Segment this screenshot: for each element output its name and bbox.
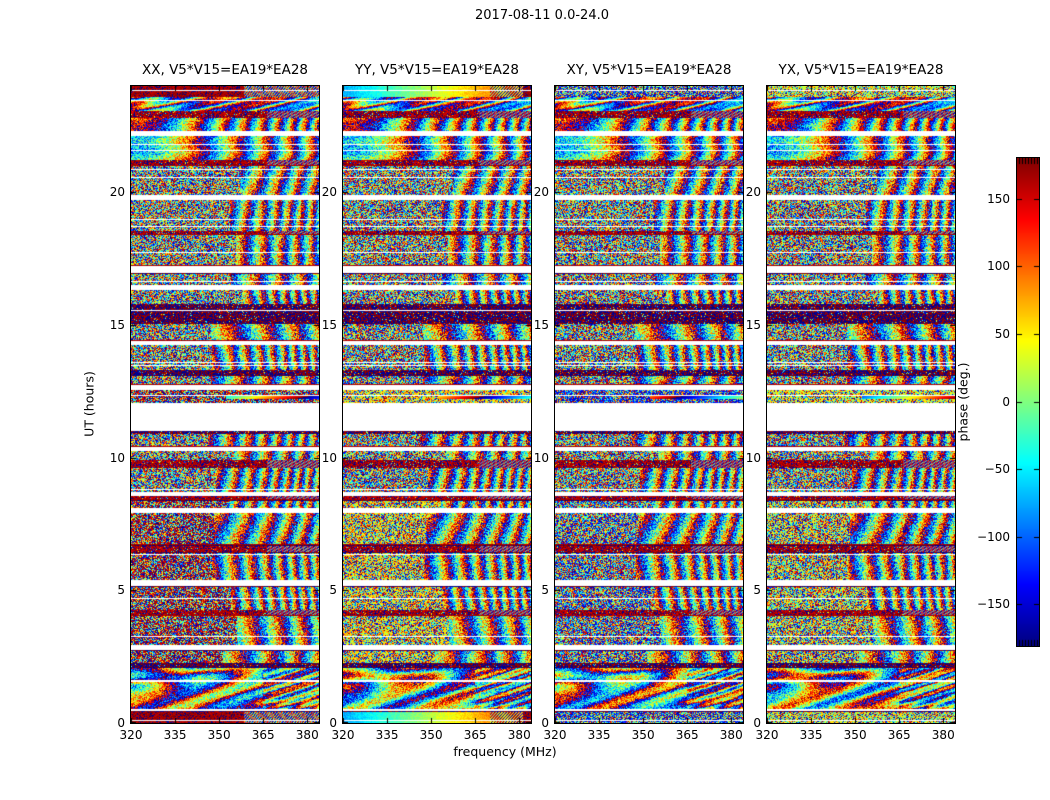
y-tick-label: 5 xyxy=(329,583,337,598)
y-tick-label: 5 xyxy=(117,583,125,598)
colorbar-tick-label: 100 xyxy=(987,259,1010,273)
panel-title-xx: XX, V5*V15=EA19*EA28 xyxy=(141,62,308,78)
x-tick-label: 335 xyxy=(799,728,823,742)
panel-title-xy: XY, V5*V15=EA19*EA28 xyxy=(566,62,732,78)
x-tick-label: 335 xyxy=(587,728,611,742)
x-tick-label: 380 xyxy=(507,728,531,742)
colorbar-tick-label: 50 xyxy=(994,327,1010,341)
colorbar-label: phase (deg.) xyxy=(955,362,971,442)
heatmap-panel-yx: YX, V5*V15=EA19*EA28 320 335 350 365 380 0 5 10… xyxy=(746,62,956,742)
figure-title: 2017-08-11 0.0-24.0 xyxy=(475,8,609,23)
x-axis-label: frequency (MHz) xyxy=(453,744,557,759)
x-tick-label: 365 xyxy=(675,728,699,742)
y-tick-label: 10 xyxy=(745,450,761,465)
y-tick-label: 20 xyxy=(745,185,761,200)
y-tick-label: 15 xyxy=(109,317,125,332)
y-tick-label: 10 xyxy=(533,450,549,465)
y-tick-label: 15 xyxy=(533,317,549,332)
y-tick-label: 5 xyxy=(541,583,549,598)
colorbar-tick-label: 150 xyxy=(987,192,1010,206)
x-tick-label: 350 xyxy=(207,728,231,742)
x-tick-label: 365 xyxy=(463,728,487,742)
x-tick-label: 380 xyxy=(719,728,743,742)
heatmap-panel-xx: XX, V5*V15=EA19*EA28 320 335 350 365 380 0 5 10… xyxy=(110,62,320,742)
y-tick-label: 0 xyxy=(753,716,761,730)
y-tick-label: 20 xyxy=(321,185,337,200)
y-tick-label: 0 xyxy=(117,716,125,730)
colorbar: 150 100 50 0 −50 −100 −150 xyxy=(977,157,1040,647)
heatmap-panel-xy: XY, V5*V15=EA19*EA28 320 335 350 365 380 0 5 10… xyxy=(534,62,744,742)
y-tick-label: 15 xyxy=(321,317,337,332)
panel-title-yx: YX, V5*V15=EA19*EA28 xyxy=(778,62,944,78)
x-tick-label: 320 xyxy=(755,728,779,742)
heatmap-panel-yy: YY, V5*V15=EA19*EA28 320 335 350 365 380 0 5 10… xyxy=(322,62,532,742)
x-tick-label: 350 xyxy=(631,728,655,742)
x-tick-label: 380 xyxy=(931,728,955,742)
colorbar-tick-label: 0 xyxy=(1002,395,1010,409)
y-tick-label: 10 xyxy=(109,450,125,465)
x-tick-label: 365 xyxy=(887,728,911,742)
x-tick-label: 320 xyxy=(543,728,567,742)
y-axis-label: UT (hours) xyxy=(81,371,97,437)
colorbar-gradient-canvas xyxy=(1017,158,1039,646)
xy-heatmap-canvas xyxy=(555,86,743,723)
x-tick-label: 350 xyxy=(843,728,867,742)
y-tick-label: 0 xyxy=(329,716,337,730)
x-tick-label: 335 xyxy=(163,728,187,742)
y-tick-label: 0 xyxy=(541,716,549,730)
x-tick-label: 380 xyxy=(295,728,319,742)
y-tick-label: 10 xyxy=(321,450,337,465)
colorbar-tick-label: −150 xyxy=(977,597,1010,611)
yy-heatmap-canvas xyxy=(343,86,531,723)
y-tick-label: 20 xyxy=(533,185,549,200)
x-tick-label: 320 xyxy=(331,728,355,742)
panel-title-yy: YY, V5*V15=EA19*EA28 xyxy=(354,62,519,78)
yx-heatmap-canvas xyxy=(767,86,955,723)
x-tick-label: 365 xyxy=(251,728,275,742)
colorbar-tick-label: −50 xyxy=(984,462,1010,476)
y-tick-label: 5 xyxy=(753,583,761,598)
x-tick-label: 335 xyxy=(375,728,399,742)
x-tick-label: 350 xyxy=(419,728,443,742)
xx-heatmap-canvas xyxy=(131,86,319,723)
colorbar-tick-label: −100 xyxy=(977,530,1010,544)
y-tick-label: 15 xyxy=(745,317,761,332)
x-tick-label: 320 xyxy=(119,728,143,742)
y-tick-label: 20 xyxy=(109,185,125,200)
